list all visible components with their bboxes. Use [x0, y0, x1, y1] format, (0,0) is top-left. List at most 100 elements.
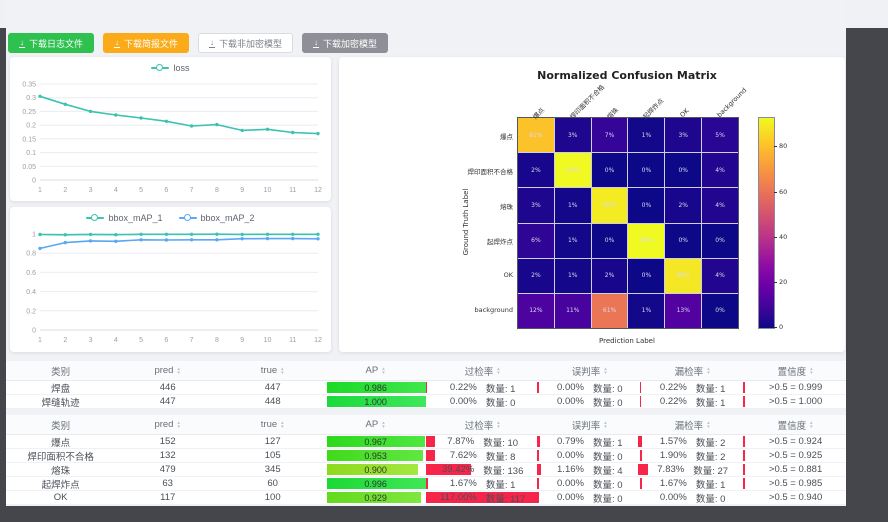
colorbar-tick-label: 40 — [779, 232, 788, 241]
matrix-cell: 0% — [665, 223, 702, 258]
matrix-cell: 0% — [628, 188, 665, 223]
rate-bar — [640, 464, 649, 475]
cell-confidence: >0.5 = 0.924 — [768, 436, 823, 447]
rate-cell: 0.00% 数量: 0 — [557, 396, 623, 408]
sort-icon[interactable]: ▲ ▼ — [496, 419, 501, 429]
rate-tick — [743, 436, 746, 447]
metrics-table-1: 类别 pred ▲ ▼ true ▲ ▼ AP ▲ ▼ 过检率 ▲ ▼ 误判率 ▲ ▼ 漏检率 ▲ ▼ 置信度 ▲ ▼ 焊盘… — [6, 361, 846, 409]
cell-ap: 0.996 — [325, 477, 426, 490]
matrix-cell: 1% — [628, 293, 665, 328]
rate-cell: 0.00% 数量: 0 — [659, 492, 726, 504]
colorbar-tick-label: 80 — [779, 142, 788, 151]
rate-bar — [425, 492, 540, 503]
ap-bar — [327, 464, 418, 475]
download-report-button[interactable]: ↓ 下载简报文件 — [103, 33, 190, 53]
svg-text:2: 2 — [63, 187, 67, 194]
svg-text:0.25: 0.25 — [22, 109, 36, 116]
svg-text:6: 6 — [164, 337, 168, 344]
column-header-置信度: 置信度 ▲ ▼ — [777, 419, 814, 432]
svg-text:1: 1 — [38, 337, 42, 344]
download-unencrypted-model-button[interactable]: ↓ 下载非加密模型 — [198, 33, 294, 53]
download-icon: ↓ — [19, 37, 25, 48]
svg-text:0: 0 — [32, 178, 36, 185]
cell-ap: 0.900 — [325, 463, 426, 476]
matrix-cell: 61% — [591, 293, 628, 328]
matrix-row-label: OK — [503, 270, 513, 279]
cell-class-name: 焊缝轨迹 — [41, 397, 80, 409]
cell-pred: 132 — [159, 450, 176, 461]
rate-tick — [743, 450, 746, 461]
cell-confidence: >0.5 = 1.000 — [768, 396, 823, 407]
column-header-误判率: 误判率 ▲ ▼ — [571, 419, 608, 432]
rate-bar — [425, 464, 471, 475]
sort-icon[interactable]: ▲ ▼ — [496, 365, 501, 375]
matrix-cell: 89% — [665, 258, 702, 293]
column-header-漏检率: 漏检率 ▲ ▼ — [674, 419, 711, 432]
sort-icon[interactable]: ▲ ▼ — [809, 365, 814, 375]
rate-tick — [743, 382, 746, 393]
table-row: 焊印面积不合格 132 105 0.953 7.62% 数量: 8 0.00% 数量: 0 1.… — [6, 449, 846, 463]
matrix-cell: 2% — [665, 188, 702, 223]
matrix-cell: 0% — [591, 223, 628, 258]
svg-text:0.1: 0.1 — [26, 150, 36, 157]
sort-icon[interactable]: ▲ ▼ — [381, 365, 386, 375]
sort-icon[interactable]: ▲ ▼ — [809, 419, 814, 429]
svg-text:0.05: 0.05 — [22, 164, 36, 171]
rate-tick — [537, 382, 540, 393]
cell-ap: 0.953 — [325, 449, 426, 462]
download-log-button[interactable]: ↓ 下载日志文件 — [8, 33, 95, 53]
confusion-matrix-card: Normalized Confusion Matrix 81% 3% 7% 1% 3% 5… — [339, 57, 845, 352]
legend-item-bbox_mAP_1[interactable]: bbox_mAP_1 — [86, 213, 163, 223]
rate-tick — [537, 478, 540, 489]
matrix-cell: 0% — [591, 153, 628, 188]
svg-text:0.6: 0.6 — [26, 270, 36, 277]
rate-tick — [638, 464, 641, 475]
matrix-row-label: 熔珠 — [500, 202, 513, 211]
sort-icon[interactable]: ▲ ▼ — [381, 419, 386, 429]
legend-item-loss[interactable]: loss — [151, 63, 190, 73]
line-series-icon — [151, 64, 170, 72]
svg-text:0.4: 0.4 — [26, 289, 36, 296]
sort-icon[interactable]: ▲ ▼ — [280, 419, 285, 429]
matrix-cell: 93% — [628, 223, 665, 258]
download-encrypted-model-button[interactable]: ↓ 下载加密模型 — [302, 33, 389, 53]
matrix-cell: 4% — [702, 188, 738, 223]
column-header-pred: pred ▲ ▼ — [154, 365, 181, 376]
svg-text:2: 2 — [63, 337, 67, 344]
rate-cell: 7.62% 数量: 8 — [425, 449, 540, 462]
svg-text:0.15: 0.15 — [22, 136, 36, 143]
column-header-AP: AP ▲ ▼ — [365, 419, 386, 430]
svg-text:11: 11 — [289, 337, 296, 344]
legend-item-bbox_mAP_2[interactable]: bbox_mAP_2 — [178, 213, 255, 223]
rate-cell: 7.83% 数量: 27 — [640, 463, 746, 476]
sort-icon[interactable]: ▲ ▼ — [706, 419, 711, 429]
rate-cell: 0.00% 数量: 0 — [557, 478, 623, 490]
sort-icon[interactable]: ▲ ▼ — [176, 419, 181, 429]
rate-bar — [539, 464, 541, 475]
sort-icon[interactable]: ▲ ▼ — [603, 365, 608, 375]
loss-chart: 00.050.10.150.20.250.30.351 2 3 4 5 6 7 8 9 10 11 1… — [22, 82, 322, 195]
rate-tick — [743, 464, 746, 475]
line-series-icon — [178, 214, 197, 222]
ap-bar — [327, 450, 424, 461]
rate-tick — [638, 436, 641, 447]
rate-tick — [743, 478, 746, 489]
svg-text:0.2: 0.2 — [26, 308, 36, 315]
matrix-cell: 1% — [554, 188, 591, 223]
table-row: 爆点 152 127 0.967 7.87% 数量: 10 0.79% 数量: 1 1.57% 数… — [6, 435, 846, 449]
table-header-row: 类别 pred ▲ ▼ true ▲ ▼ AP ▲ ▼ 过检率 ▲ ▼ 误判率 ▲ ▼ 漏检率 ▲ ▼ 置信度 ▲ ▼ — [6, 415, 846, 435]
sort-icon[interactable]: ▲ ▼ — [603, 419, 608, 429]
toolbar: ↓ 下载日志文件 ↓ 下载简报文件 ↓ 下载非加密模型 ↓ 下载加密模型 — [8, 33, 389, 53]
matrix-cell: 6% — [518, 223, 554, 258]
rate-cell: 1.67% 数量: 1 — [640, 477, 746, 490]
matrix-row-label: 焊印面积不合格 — [467, 167, 514, 176]
confusion-matrix-title: Normalized Confusion Matrix — [537, 69, 717, 82]
sort-icon[interactable]: ▲ ▼ — [176, 365, 181, 375]
matrix-column-label: background — [714, 86, 748, 119]
sort-icon[interactable]: ▲ ▼ — [706, 365, 711, 375]
cell-pred: 152 — [159, 436, 176, 447]
sort-icon[interactable]: ▲ ▼ — [280, 365, 285, 375]
table-row: 熔珠 479 345 0.900 39.42% 数量: 136 1.16% 数量: 4 7.83… — [6, 463, 846, 477]
rate-cell: 1.90% 数量: 2 — [640, 449, 746, 462]
cell-true: 60 — [267, 478, 278, 489]
